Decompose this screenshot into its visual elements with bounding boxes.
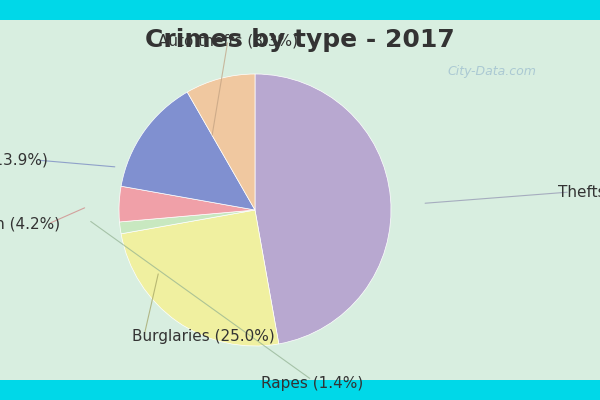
- Wedge shape: [121, 92, 255, 210]
- Text: Burglaries (25.0%): Burglaries (25.0%): [132, 328, 275, 344]
- Wedge shape: [187, 74, 255, 210]
- Wedge shape: [121, 210, 279, 346]
- Text: Auto thefts (8.3%): Auto thefts (8.3%): [158, 33, 298, 48]
- Text: City-Data.com: City-Data.com: [448, 66, 536, 78]
- Text: Rapes (1.4%): Rapes (1.4%): [261, 376, 363, 391]
- Text: Assaults (13.9%): Assaults (13.9%): [0, 152, 48, 168]
- Wedge shape: [255, 74, 391, 344]
- Text: Thefts (47.2%): Thefts (47.2%): [558, 184, 600, 200]
- Text: Arson (4.2%): Arson (4.2%): [0, 216, 60, 232]
- Wedge shape: [119, 210, 255, 234]
- Wedge shape: [119, 186, 255, 222]
- Text: Crimes by type - 2017: Crimes by type - 2017: [145, 28, 455, 52]
